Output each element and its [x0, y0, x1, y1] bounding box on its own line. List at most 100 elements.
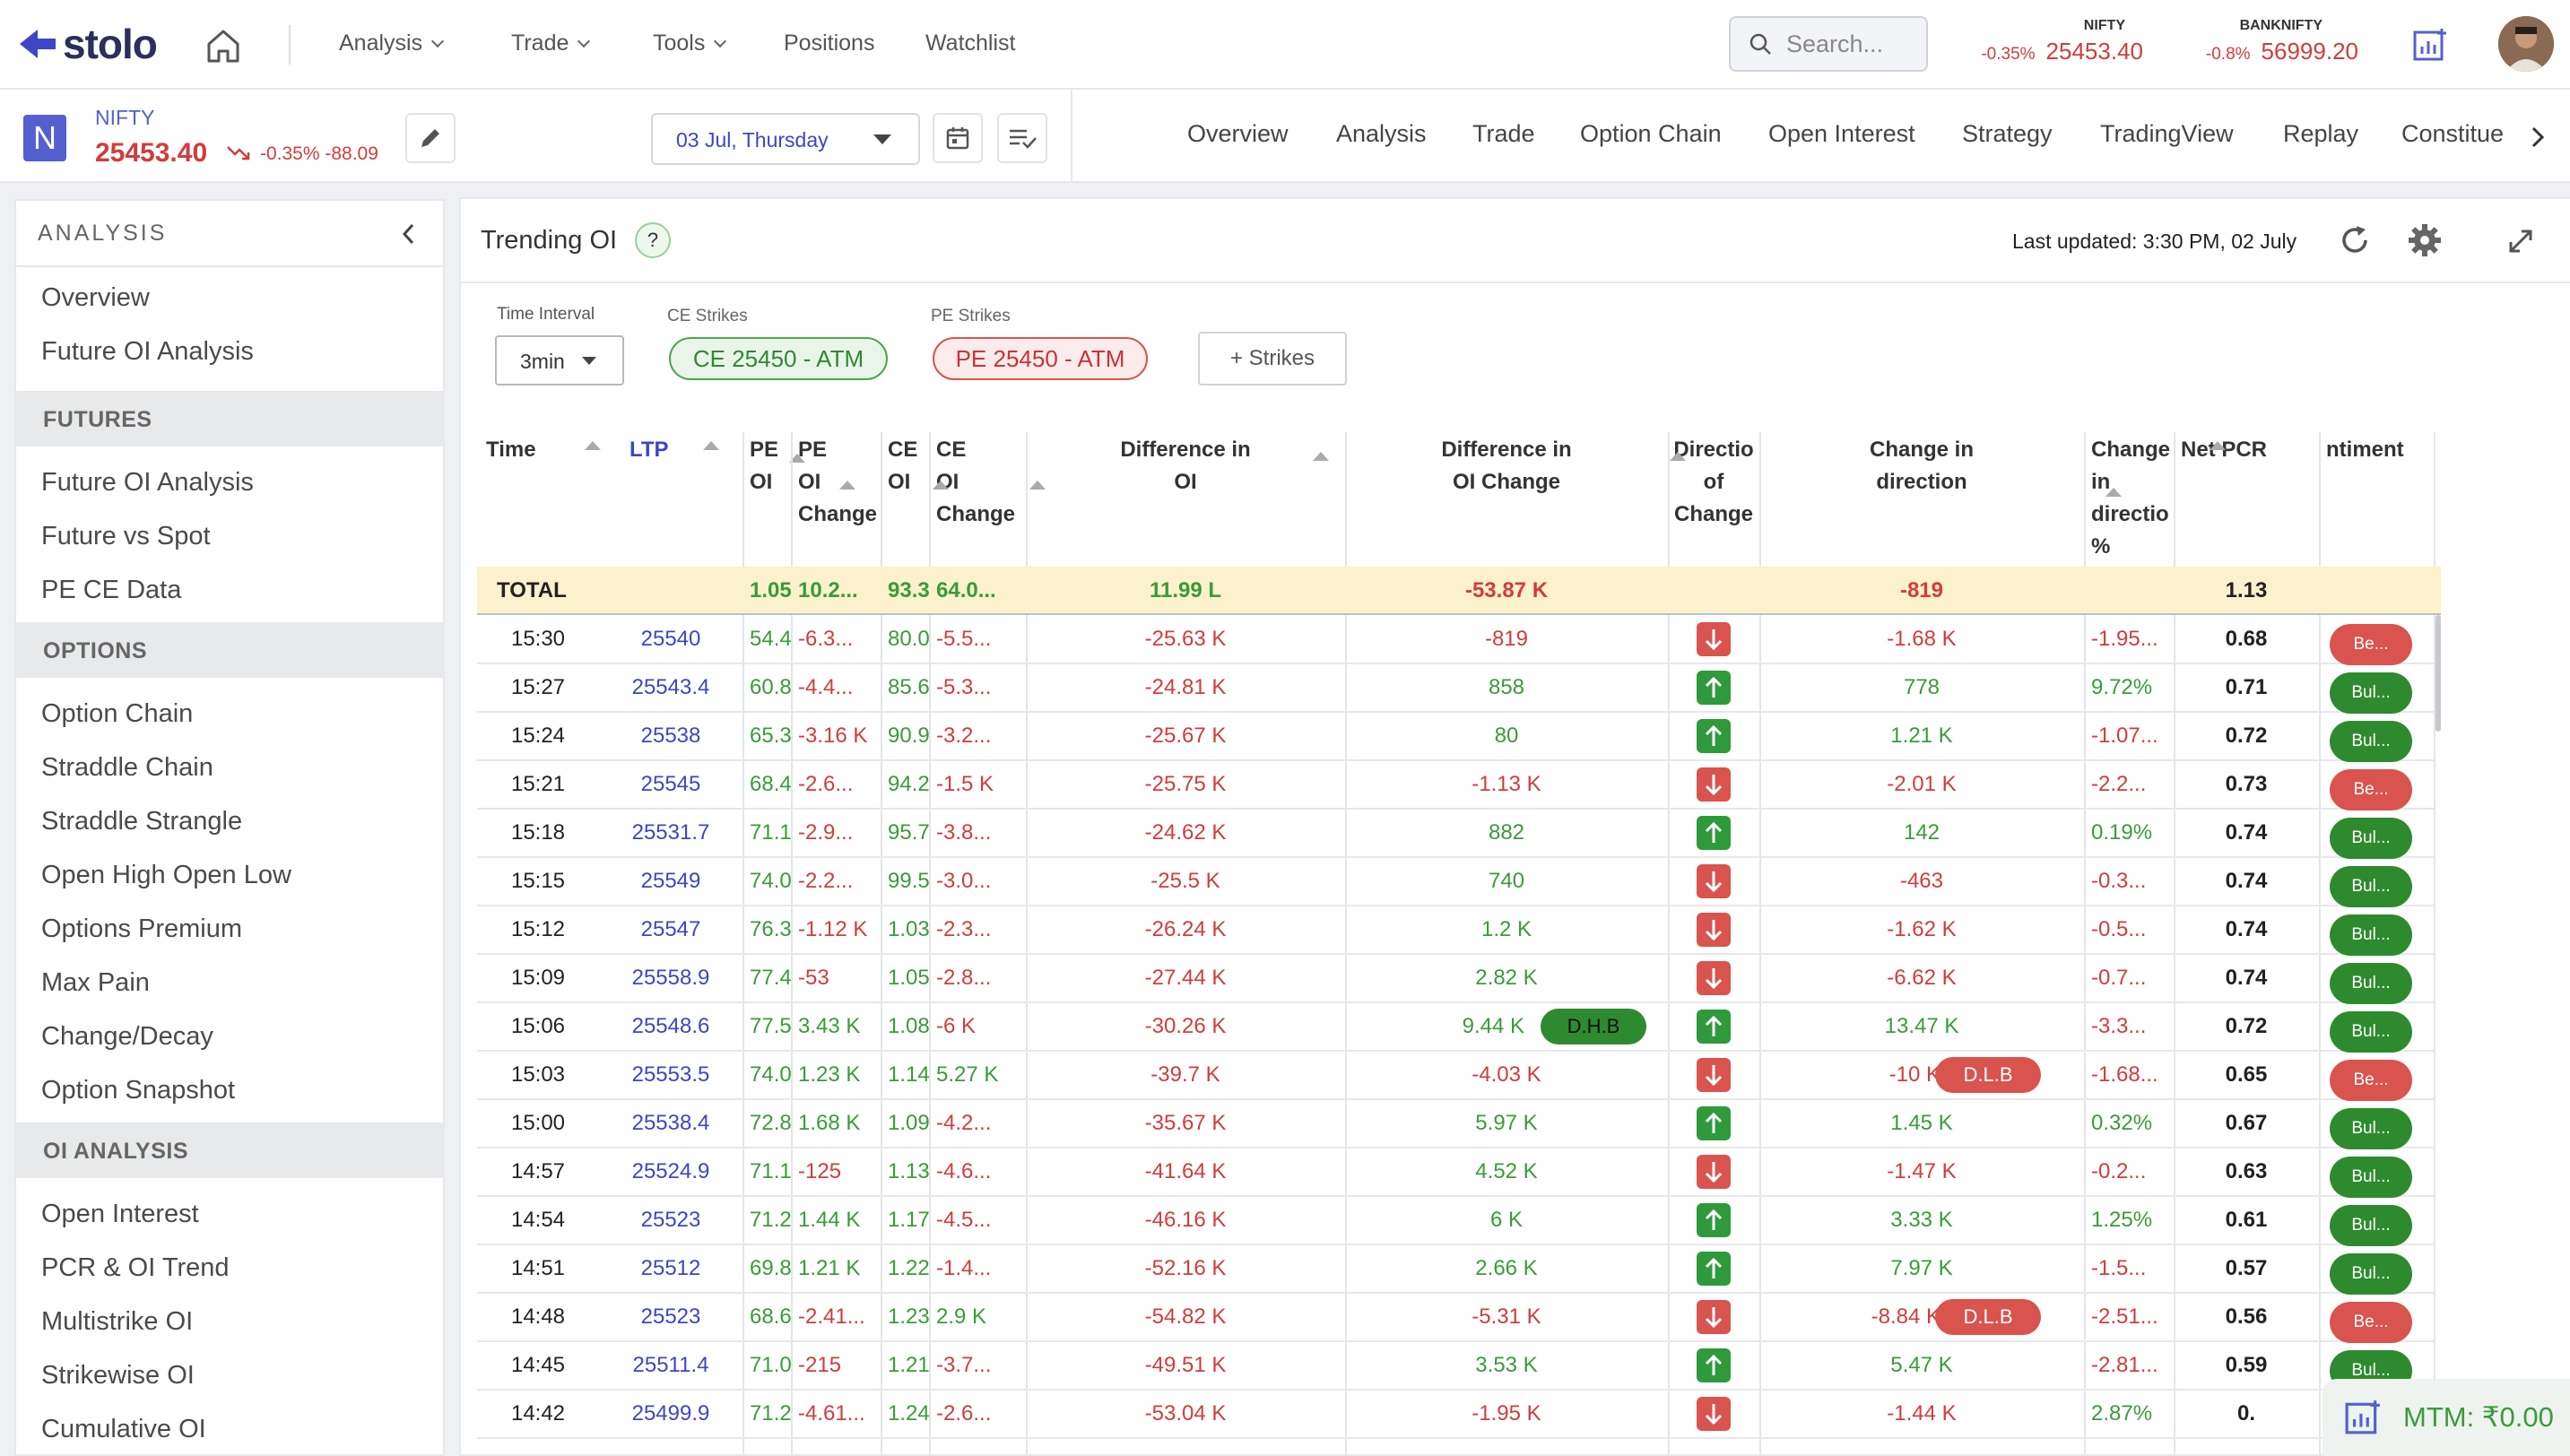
mtm-widget[interactable]: MTM: ₹0.00 [2323, 1379, 2570, 1456]
settings-gear-icon[interactable] [2407, 222, 2443, 258]
column-header[interactable]: CE OI [881, 434, 929, 498]
column-divider [1345, 432, 1347, 1456]
nav-analysis[interactable]: Analysis [339, 30, 445, 56]
collapse-sidebar-icon[interactable] [400, 221, 418, 247]
tab-trade[interactable]: Trade [1472, 120, 1535, 147]
list-check-button[interactable] [997, 113, 1047, 163]
time-interval-select[interactable]: 3min [495, 335, 624, 386]
column-header-label: Change [2091, 438, 2171, 462]
sort-icon[interactable] [1313, 452, 1329, 461]
cell-pcr: 0.71 [2225, 675, 2268, 699]
column-header[interactable]: PE OI [742, 434, 791, 498]
sidebar-item[interactable]: Option Chain [41, 699, 194, 728]
column-header[interactable]: CE OI Change [929, 434, 1026, 531]
sidebar-item[interactable]: Options Premium [41, 914, 243, 943]
tab-overview[interactable]: Overview [1187, 120, 1289, 147]
search-input[interactable]: Search... [1729, 16, 1928, 72]
signal-tag: D.L.B [1935, 1057, 2041, 1093]
tab-option-chain[interactable]: Option Chain [1580, 120, 1722, 147]
tab-constitue[interactable]: Constitue [2401, 120, 2505, 147]
cell-diff-chg: 2.66 K [1475, 1256, 1538, 1280]
sort-icon[interactable] [585, 441, 601, 450]
sort-icon[interactable] [2210, 441, 2226, 450]
tab-open-interest[interactable]: Open Interest [1768, 120, 1915, 147]
sidebar-item[interactable]: Future vs Spot [41, 522, 211, 550]
sidebar-item[interactable]: Multistrike OI [41, 1307, 194, 1336]
tab-replay[interactable]: Replay [2283, 120, 2359, 147]
sidebar-item[interactable]: Max Pain [41, 968, 150, 997]
tab-analysis[interactable]: Analysis [1336, 120, 1427, 147]
sort-icon[interactable] [1029, 481, 1046, 490]
sidebar-item[interactable]: Option Snapshot [41, 1076, 236, 1105]
cell-chg-pct: -2.51... [2091, 1304, 2158, 1329]
column-header[interactable]: Change in direction [1759, 434, 2084, 498]
sidebar-item[interactable]: Overview [41, 283, 150, 312]
cell-diff-chg: -1.13 K [1472, 772, 1541, 796]
help-icon[interactable]: ? [635, 222, 671, 258]
total-ce-chg: 64.0... [936, 578, 996, 602]
index-banknifty[interactable]: BANKNIFTY -0.8% 56999.20 [2179, 18, 2358, 65]
column-header[interactable]: ntiment [2319, 434, 2434, 466]
user-avatar[interactable] [2498, 16, 2554, 72]
sidebar-item[interactable]: Change/Decay [41, 1022, 213, 1051]
sentiment-badge: Be... [2330, 769, 2412, 810]
sort-icon[interactable] [2105, 488, 2122, 497]
last-updated: Last updated: 3:30 PM, 02 July [2012, 230, 2297, 253]
calendar-button[interactable] [933, 113, 983, 163]
cell-pcr: 0. [2236, 1401, 2255, 1426]
cell-time: 15:12 [510, 917, 566, 941]
edit-symbol-button[interactable] [405, 113, 456, 163]
pe-strike-chip[interactable]: PE 25450 - ATM [933, 337, 1148, 380]
sort-icon[interactable] [789, 454, 805, 463]
cell-chg-dir: -2.01 K [1887, 772, 1957, 796]
column-header[interactable]: Time [477, 434, 599, 466]
refresh-icon[interactable] [2337, 222, 2373, 258]
expand-icon[interactable] [2505, 226, 2536, 256]
tab-strategy[interactable]: Strategy [1962, 120, 2053, 147]
sort-icon[interactable] [933, 481, 949, 490]
sidebar-item[interactable]: Straddle Chain [41, 753, 213, 782]
sidebar-item[interactable]: Open Interest [41, 1200, 199, 1228]
chevron-right-icon[interactable] [2529, 124, 2547, 151]
sort-icon[interactable] [839, 481, 855, 490]
sidebar-item[interactable]: Cumulative OI [41, 1415, 206, 1443]
chevron-down-icon [714, 34, 727, 48]
column-header[interactable]: Net PCR [2174, 434, 2319, 466]
column-header[interactable]: Change in directio% [2084, 434, 2174, 563]
cell-diff-chg: -4.03 K [1472, 1062, 1541, 1087]
column-header[interactable]: Difference in OI Change [1345, 434, 1668, 498]
table-scrollbar[interactable] [2435, 615, 2441, 732]
date-select[interactable]: 03 Jul, Thursday [651, 113, 920, 165]
column-header[interactable]: PE OI Change [791, 434, 881, 531]
nav-trade[interactable]: Trade [511, 30, 591, 56]
cell-pcr: 0.74 [2225, 869, 2268, 893]
index-nifty[interactable]: NIFTY -0.35% 25453.40 [1964, 18, 2143, 65]
sidebar-item[interactable]: Future OI Analysis [41, 468, 254, 497]
column-header[interactable]: LTP [599, 434, 742, 466]
column-header[interactable]: Difference in OI [1026, 434, 1345, 498]
sidebar-item[interactable]: Strikewise OI [41, 1361, 195, 1390]
chevron-down-icon [431, 34, 445, 48]
ce-strike-chip[interactable]: CE 25450 - ATM [669, 337, 888, 380]
nav-watchlist[interactable]: Watchlist [925, 30, 1015, 56]
nav-positions[interactable]: Positions [784, 30, 874, 56]
sidebar-item[interactable]: Future OI Analysis [41, 337, 254, 366]
sidebar-item[interactable]: PE CE Data [41, 576, 182, 604]
cell-ce-chg: 2.9 K [936, 1304, 987, 1329]
brand-logo[interactable]: stolo [18, 20, 158, 68]
sort-icon[interactable] [1670, 452, 1686, 461]
column-header[interactable]: Directio of Change [1668, 434, 1759, 531]
add-strikes-button[interactable]: + Strikes [1198, 332, 1347, 386]
home-icon[interactable] [203, 25, 244, 66]
sidebar-item[interactable]: Straddle Strangle [41, 807, 243, 836]
cell-pe-oi: 74.0... [750, 869, 791, 893]
sidebar-item[interactable]: PCR & OI Trend [41, 1253, 230, 1282]
cell-ltp: 25523 [640, 1304, 701, 1329]
nav-tools[interactable]: Tools [653, 30, 727, 56]
cell-chg-dir: -8.84 K [1871, 1304, 1941, 1329]
sidebar-item[interactable]: Open High Open Low [41, 861, 291, 889]
tab-tradingview[interactable]: TradingView [2100, 120, 2234, 147]
sort-icon[interactable] [703, 441, 719, 450]
add-chart-icon[interactable] [2412, 27, 2448, 63]
cell-diff-oi: -25.75 K [1144, 772, 1227, 796]
